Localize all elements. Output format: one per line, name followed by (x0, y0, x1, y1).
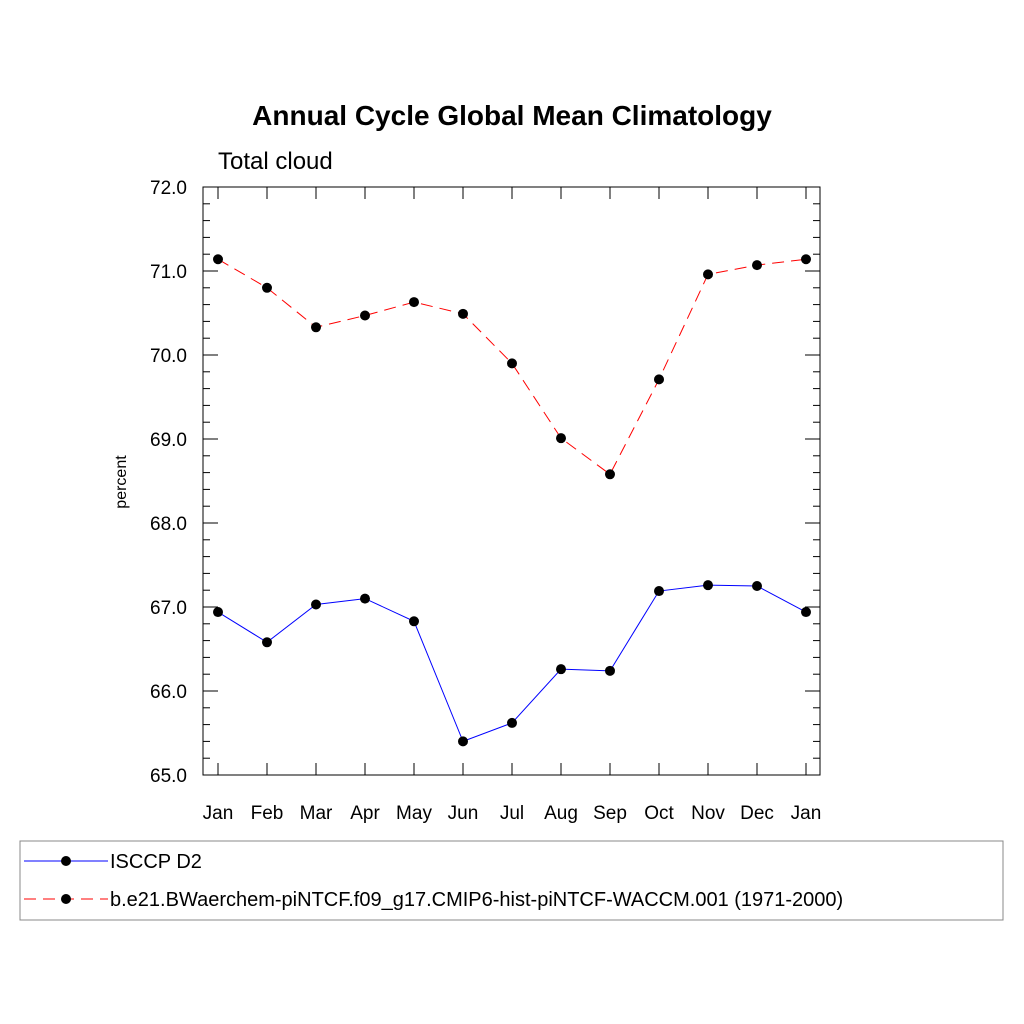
x-tick-label: May (396, 803, 432, 824)
x-tick-label: Nov (691, 803, 725, 824)
axes: Jan Feb Mar Apr May Jun Jul Aug Sep Oct Nov Dec Jan 6… (150, 178, 821, 824)
y-tick-label: 65.0 (150, 766, 187, 787)
chart-title: Annual Cycle Global Mean Climatology (252, 100, 772, 131)
y-tick-label: 66.0 (150, 682, 187, 703)
legend: ISCCP D2 b.e21.BWaerchem-piNTCF.f09_g17.… (19, 840, 1004, 921)
chart-subtitle: Total cloud (218, 148, 333, 175)
data-point (605, 665, 615, 676)
data-point (654, 586, 664, 597)
x-tick-label: Oct (644, 803, 674, 824)
legend-marker-isccp (61, 856, 71, 866)
x-tick-label: Sep (593, 803, 627, 824)
data-point (752, 581, 762, 591)
data-point (556, 664, 566, 675)
y-tick-label: 71.0 (150, 262, 187, 283)
x-tick-label: Mar (300, 803, 333, 824)
series-layer (213, 254, 811, 747)
data-point (311, 322, 321, 333)
data-point (409, 297, 419, 308)
data-point (556, 433, 566, 444)
data-point (703, 269, 713, 280)
data-point (605, 469, 615, 480)
data-point (654, 374, 664, 385)
series-model (213, 254, 811, 480)
data-point (360, 310, 370, 321)
data-point (409, 616, 419, 627)
data-point (360, 593, 370, 604)
x-tick-label: Aug (544, 803, 578, 824)
y-tick-label: 72.0 (150, 178, 187, 199)
y-tick-label: 69.0 (150, 430, 187, 451)
x-tick-label: Dec (740, 803, 774, 824)
data-point (703, 580, 713, 591)
plot-frame (202, 186, 821, 776)
legend-item-model: b.e21.BWaerchem-piNTCF.f09_g17.CMIP6-his… (24, 889, 843, 911)
y-tick-label: 70.0 (150, 346, 187, 367)
data-point (507, 358, 517, 369)
series-isccp (213, 580, 811, 747)
legend-label-isccp: ISCCP D2 (110, 851, 202, 873)
legend-box (19, 840, 1004, 921)
data-point (801, 607, 811, 618)
x-tick-label: Jan (791, 803, 822, 824)
y-tick-label: 67.0 (150, 598, 187, 619)
data-point (801, 254, 811, 265)
data-point (262, 282, 272, 293)
data-point (752, 260, 762, 271)
x-tick-label: Jun (448, 803, 479, 824)
data-point (311, 599, 321, 610)
data-point (458, 308, 468, 319)
data-point (213, 607, 223, 618)
x-tick-label: Apr (350, 803, 380, 824)
data-point (213, 254, 223, 265)
y-axis-label: percent (113, 455, 130, 509)
legend-item-isccp: ISCCP D2 (24, 851, 202, 873)
x-tick-label: Jul (500, 803, 524, 824)
x-tick-label: Jan (203, 803, 234, 824)
data-point (458, 736, 468, 747)
legend-marker-model (61, 894, 71, 904)
legend-label-model: b.e21.BWaerchem-piNTCF.f09_g17.CMIP6-his… (110, 889, 843, 911)
x-tick-label: Feb (251, 803, 284, 824)
data-point (262, 637, 272, 648)
data-point (507, 717, 517, 728)
y-tick-label: 68.0 (150, 514, 187, 535)
